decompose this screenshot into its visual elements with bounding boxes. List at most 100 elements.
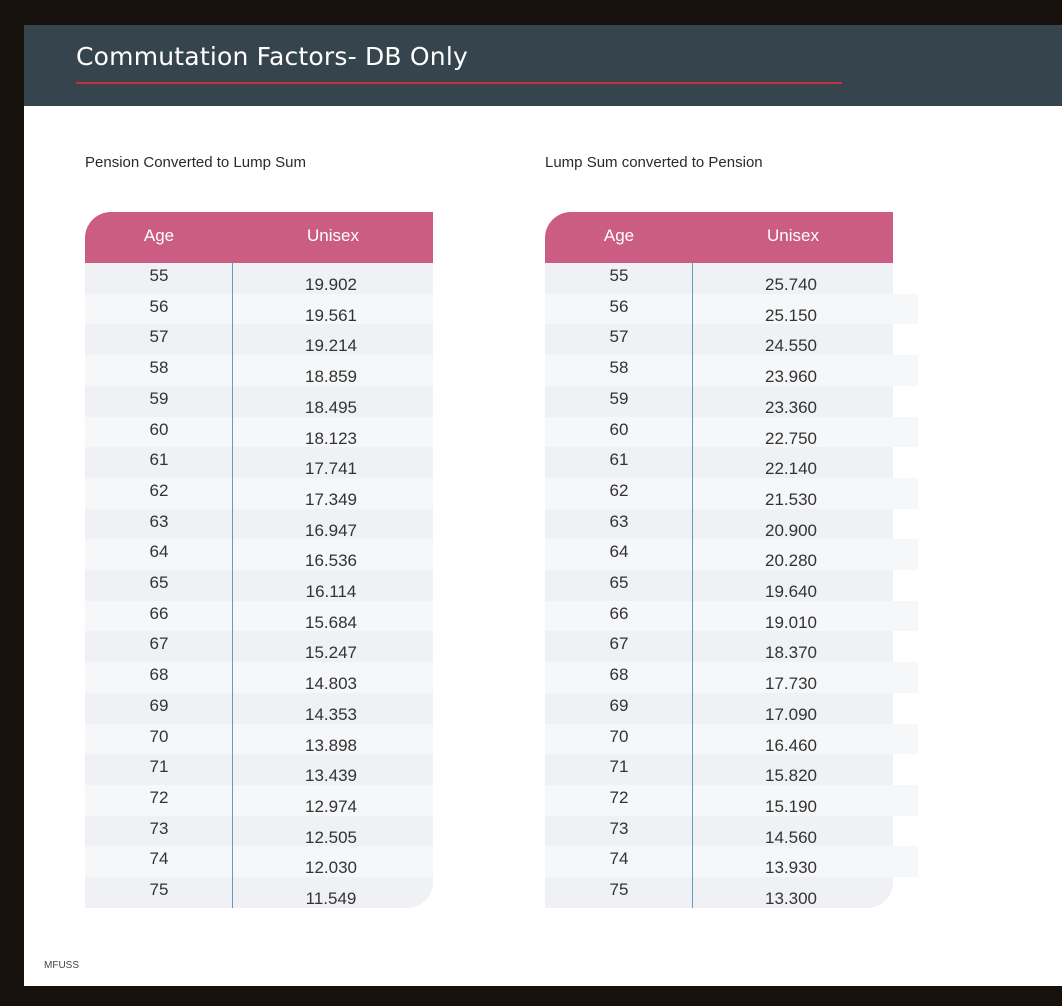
age-cell: 56 bbox=[609, 296, 629, 316]
table-row: 57 19.214 bbox=[85, 324, 433, 355]
unisex-value-cell: 22.750 bbox=[765, 428, 817, 448]
unisex-value-cell: 15.820 bbox=[765, 766, 817, 786]
table-row: 56 25.150 bbox=[545, 293, 918, 325]
table-row: 70 16.460 bbox=[545, 723, 918, 755]
table-row: 74 12.030 bbox=[85, 846, 433, 877]
table-row: 65 19.640 bbox=[545, 570, 893, 601]
age-cell: 55 bbox=[149, 266, 169, 285]
table-row: 67 18.370 bbox=[545, 631, 893, 662]
table-row: 63 16.947 bbox=[85, 509, 433, 540]
header-bar: Commutation Factors- DB Only bbox=[24, 25, 1062, 106]
unisex-value-cell: 18.123 bbox=[305, 428, 357, 448]
age-cell: 57 bbox=[149, 327, 169, 347]
unisex-value-cell: 24.550 bbox=[765, 336, 817, 356]
column-header-age: Age bbox=[143, 226, 175, 245]
slide: Commutation Factors- DB Only Pension Con… bbox=[24, 25, 1062, 986]
age-cell: 61 bbox=[149, 450, 169, 470]
table-row: 64 16.536 bbox=[85, 539, 433, 570]
age-cell: 75 bbox=[149, 880, 169, 899]
age-cell: 58 bbox=[149, 358, 169, 378]
age-cell: 70 bbox=[149, 726, 169, 746]
unisex-value-cell: 13.300 bbox=[765, 889, 817, 908]
age-cell: 66 bbox=[609, 603, 629, 623]
page-title: Commutation Factors- DB Only bbox=[76, 42, 468, 71]
unisex-value-cell: 20.900 bbox=[765, 520, 817, 540]
table-body: 55 19.902 56 19.561 57 19.214 58 18.859 59 18.495… bbox=[85, 263, 433, 908]
unisex-value-cell: 11.549 bbox=[305, 889, 357, 908]
age-cell: 62 bbox=[609, 480, 629, 500]
pension-to-lump-sum-table: Age Unisex 55 19.902 56 19.561 57 19.214 58 18.… bbox=[85, 212, 433, 908]
table-row: 75 11.549 bbox=[85, 877, 433, 908]
age-cell: 60 bbox=[609, 419, 629, 439]
age-cell: 65 bbox=[149, 573, 169, 592]
age-cell: 67 bbox=[149, 634, 169, 654]
table-row: 60 22.750 bbox=[545, 416, 918, 448]
table-row: 59 23.360 bbox=[545, 386, 893, 417]
table-row: 56 19.561 bbox=[85, 293, 433, 325]
unisex-value-cell: 16.947 bbox=[305, 520, 357, 540]
unisex-value-cell: 12.505 bbox=[305, 827, 357, 847]
table-header: Age Unisex bbox=[545, 212, 893, 263]
column-divider bbox=[232, 263, 233, 908]
age-cell: 74 bbox=[149, 849, 169, 869]
table-row: 72 15.190 bbox=[545, 784, 918, 816]
column-header-unisex: Unisex bbox=[307, 226, 359, 245]
age-cell: 58 bbox=[609, 358, 629, 378]
unisex-value-cell: 18.859 bbox=[305, 367, 357, 387]
unisex-value-cell: 15.684 bbox=[305, 612, 357, 632]
unisex-value-cell: 14.803 bbox=[305, 674, 357, 694]
unisex-value-cell: 23.360 bbox=[765, 397, 817, 417]
table-row: 62 17.349 bbox=[85, 477, 433, 509]
table-row: 59 18.495 bbox=[85, 386, 433, 417]
table-row: 70 13.898 bbox=[85, 723, 433, 755]
table-row: 63 20.900 bbox=[545, 509, 893, 540]
table-row: 60 18.123 bbox=[85, 416, 433, 448]
unisex-value-cell: 14.353 bbox=[305, 704, 357, 724]
unisex-value-cell: 18.495 bbox=[305, 397, 357, 417]
table-row: 74 13.930 bbox=[545, 846, 918, 877]
age-cell: 56 bbox=[149, 296, 169, 316]
unisex-value-cell: 13.439 bbox=[305, 766, 357, 786]
age-cell: 72 bbox=[149, 787, 169, 807]
unisex-value-cell: 16.114 bbox=[305, 582, 357, 601]
unisex-value-cell: 19.214 bbox=[305, 336, 357, 356]
table-row: 61 22.140 bbox=[545, 447, 893, 478]
age-cell: 55 bbox=[609, 266, 629, 285]
table-row: 55 19.902 bbox=[85, 263, 433, 294]
table-row: 68 14.803 bbox=[85, 662, 433, 693]
age-cell: 67 bbox=[609, 634, 629, 654]
unisex-value-cell: 13.898 bbox=[305, 735, 357, 755]
unisex-value-cell: 16.536 bbox=[305, 551, 357, 571]
age-cell: 69 bbox=[149, 695, 169, 715]
unisex-value-cell: 25.150 bbox=[765, 305, 817, 325]
age-cell: 74 bbox=[609, 849, 629, 869]
unisex-value-cell: 14.560 bbox=[765, 827, 817, 847]
table-row: 73 12.505 bbox=[85, 816, 433, 847]
column-divider bbox=[692, 263, 693, 908]
table-row: 58 23.960 bbox=[545, 355, 918, 386]
table-row: 58 18.859 bbox=[85, 355, 433, 386]
unisex-value-cell: 20.280 bbox=[765, 551, 817, 571]
unisex-value-cell: 17.741 bbox=[305, 459, 357, 479]
unisex-value-cell: 18.370 bbox=[765, 643, 817, 663]
age-cell: 59 bbox=[149, 388, 169, 408]
table-row: 72 12.974 bbox=[85, 784, 433, 816]
age-cell: 73 bbox=[609, 818, 629, 838]
age-cell: 69 bbox=[609, 695, 629, 715]
unisex-value-cell: 13.930 bbox=[765, 858, 817, 878]
table-row: 65 16.114 bbox=[85, 570, 433, 601]
table-row: 73 14.560 bbox=[545, 816, 893, 847]
age-cell: 72 bbox=[609, 787, 629, 807]
table-row: 71 15.820 bbox=[545, 754, 893, 785]
age-cell: 64 bbox=[149, 542, 169, 562]
age-cell: 63 bbox=[149, 511, 169, 531]
table-header: Age Unisex bbox=[85, 212, 433, 263]
unisex-value-cell: 15.190 bbox=[765, 796, 817, 816]
unisex-value-cell: 23.960 bbox=[765, 367, 817, 387]
table-row: 71 13.439 bbox=[85, 754, 433, 785]
unisex-value-cell: 17.730 bbox=[765, 674, 817, 694]
unisex-value-cell: 19.561 bbox=[305, 305, 357, 325]
age-cell: 68 bbox=[609, 665, 629, 685]
age-cell: 63 bbox=[609, 511, 629, 531]
unisex-value-cell: 22.140 bbox=[765, 459, 817, 479]
